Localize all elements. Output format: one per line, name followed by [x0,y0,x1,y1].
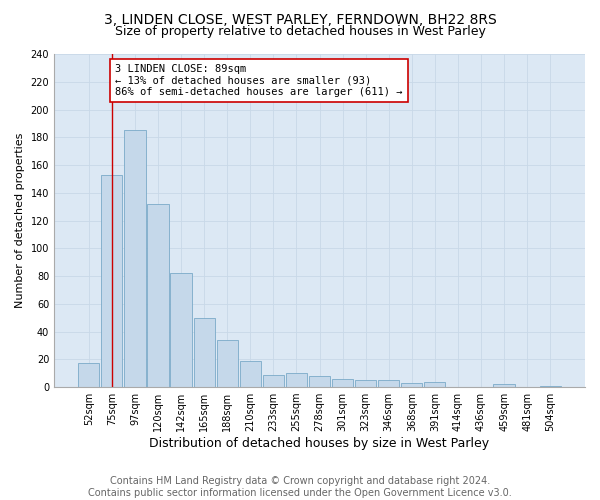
Bar [424,382,445,387]
Bar [194,318,215,387]
Bar [539,386,561,387]
X-axis label: Distribution of detached houses by size in West Parley: Distribution of detached houses by size … [149,437,490,450]
Bar [263,374,284,387]
Bar [378,380,400,387]
Bar [101,174,122,387]
Bar [355,380,376,387]
Text: Contains HM Land Registry data © Crown copyright and database right 2024.
Contai: Contains HM Land Registry data © Crown c… [88,476,512,498]
Bar [124,130,146,387]
Bar [401,383,422,387]
Bar [78,364,100,387]
Bar [332,379,353,387]
Bar [239,360,261,387]
Bar [493,384,515,387]
Bar [217,340,238,387]
Bar [309,376,330,387]
Text: 3, LINDEN CLOSE, WEST PARLEY, FERNDOWN, BH22 8RS: 3, LINDEN CLOSE, WEST PARLEY, FERNDOWN, … [104,12,496,26]
Y-axis label: Number of detached properties: Number of detached properties [15,133,25,308]
Bar [170,274,191,387]
Text: 3 LINDEN CLOSE: 89sqm
← 13% of detached houses are smaller (93)
86% of semi-deta: 3 LINDEN CLOSE: 89sqm ← 13% of detached … [115,64,403,97]
Bar [148,204,169,387]
Text: Size of property relative to detached houses in West Parley: Size of property relative to detached ho… [115,25,485,38]
Bar [286,373,307,387]
